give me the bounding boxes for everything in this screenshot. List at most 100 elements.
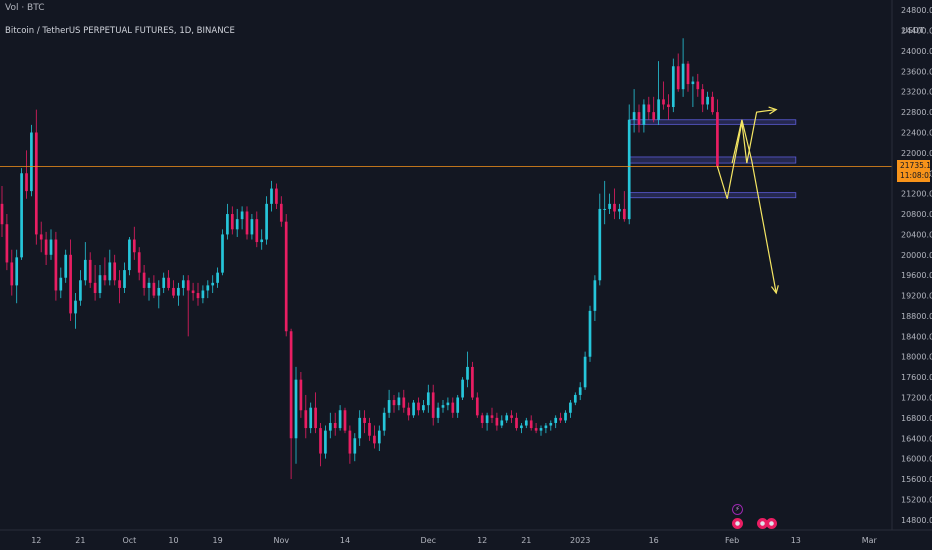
candle-body — [181, 280, 185, 288]
flag-event-icon[interactable] — [732, 518, 743, 529]
candle-body — [201, 290, 205, 299]
time-tick-label: 21 — [521, 536, 531, 545]
candle-body — [186, 280, 190, 291]
candle-body — [622, 208, 626, 220]
candle-body — [500, 420, 504, 426]
time-tick-label: Nov — [273, 536, 289, 545]
candle-body — [34, 132, 38, 235]
candle-body — [480, 415, 484, 423]
candle-body — [221, 234, 224, 273]
candle-body — [255, 219, 259, 243]
candle-body — [588, 310, 592, 357]
candle-body — [147, 282, 151, 288]
candle-body — [392, 400, 396, 406]
candle-body — [515, 417, 518, 429]
price-tick-label: 17200.0 — [901, 394, 932, 403]
candle-body — [309, 407, 313, 429]
candle-body — [613, 203, 616, 212]
candle-body — [230, 214, 234, 230]
candle-body — [338, 410, 342, 429]
currency-unit-label[interactable]: USDT — [902, 26, 924, 35]
candle-body — [529, 420, 533, 429]
candle-body — [353, 438, 357, 454]
candle-body — [632, 112, 636, 120]
candle-body — [667, 104, 670, 108]
projection-path-1[interactable] — [716, 108, 777, 199]
price-tick-label: 16800.0 — [901, 414, 932, 423]
candle-body — [132, 239, 136, 253]
candle-body — [289, 331, 293, 439]
candle-body — [520, 425, 523, 429]
time-tick-label: Feb — [725, 536, 739, 545]
candle-body — [216, 272, 219, 283]
candle-body — [466, 366, 469, 380]
price-zone-3[interactable] — [628, 192, 797, 199]
candle-body — [167, 277, 170, 288]
time-tick-label: Oct — [122, 536, 136, 545]
price-zone-1[interactable] — [628, 119, 797, 125]
candle-body — [49, 239, 53, 255]
candle-body — [240, 211, 244, 220]
candle-body — [196, 293, 200, 299]
time-tick-label: 12 — [31, 536, 41, 545]
symbol-title[interactable]: Bitcoin / TetherUS PERPETUAL FUTURES, 1D… — [5, 26, 235, 36]
candle-body — [662, 99, 665, 105]
price-zone-2[interactable] — [628, 156, 797, 164]
candle-body — [608, 203, 611, 209]
candle-body — [637, 112, 641, 125]
candle-body — [534, 428, 538, 431]
candle-body — [294, 379, 298, 439]
candle-body — [348, 430, 352, 454]
candle-body — [206, 285, 210, 291]
candle-body — [123, 270, 126, 288]
candle-body — [671, 66, 675, 108]
price-tick-label: 20800.0 — [901, 210, 932, 219]
price-tick-label: 14800.0 — [901, 516, 932, 525]
candle-body — [426, 392, 430, 406]
price-tick-label: 22000.0 — [901, 149, 932, 158]
candle-body — [544, 425, 548, 429]
candle-body — [304, 410, 308, 429]
projection-arrows — [716, 106, 779, 295]
candle-body — [83, 259, 87, 281]
price-tick-label: 16400.0 — [901, 434, 932, 443]
candle-body — [701, 89, 705, 105]
candle-body — [706, 96, 709, 105]
lightning-event-icon[interactable]: ⚡ — [732, 504, 743, 515]
candle-body — [172, 287, 175, 296]
candle-body — [74, 300, 77, 314]
candle-body — [93, 282, 97, 294]
candle-body — [377, 430, 381, 444]
candle-body — [554, 417, 558, 423]
projection-path-2[interactable] — [731, 119, 777, 294]
candle-body — [387, 400, 391, 413]
candle-body — [495, 417, 499, 426]
candle-body — [573, 394, 577, 403]
time-tick-label: 19 — [213, 536, 223, 545]
projection-arrowhead-2 — [770, 285, 779, 295]
candle-body — [108, 262, 112, 281]
candle-body — [475, 397, 479, 416]
candle-body — [422, 405, 425, 411]
price-tick-label: 15200.0 — [901, 495, 932, 504]
candle-body — [642, 104, 646, 125]
candle-body — [569, 402, 572, 413]
candle-body — [451, 402, 455, 413]
candle-body — [397, 397, 401, 406]
candle-body — [64, 254, 68, 278]
flag-event-icon[interactable] — [766, 518, 778, 529]
candle-body — [618, 208, 621, 212]
candle-body — [79, 280, 82, 301]
candle-body — [505, 415, 509, 421]
candle-body — [324, 430, 327, 454]
candle-body — [657, 99, 660, 120]
candle-body — [471, 366, 474, 398]
candle-body — [373, 435, 376, 444]
price-tick-label: 18000.0 — [901, 353, 932, 362]
volume-indicator-label[interactable]: Vol · BTC — [5, 3, 45, 13]
time-axis: 12 21 Oct 10 19 Nov 14 Dec 12 21 2023 16 Feb 13 Mar — [31, 536, 877, 545]
candle-body — [593, 280, 597, 311]
candle-body — [39, 234, 43, 240]
candle-body — [226, 214, 229, 235]
